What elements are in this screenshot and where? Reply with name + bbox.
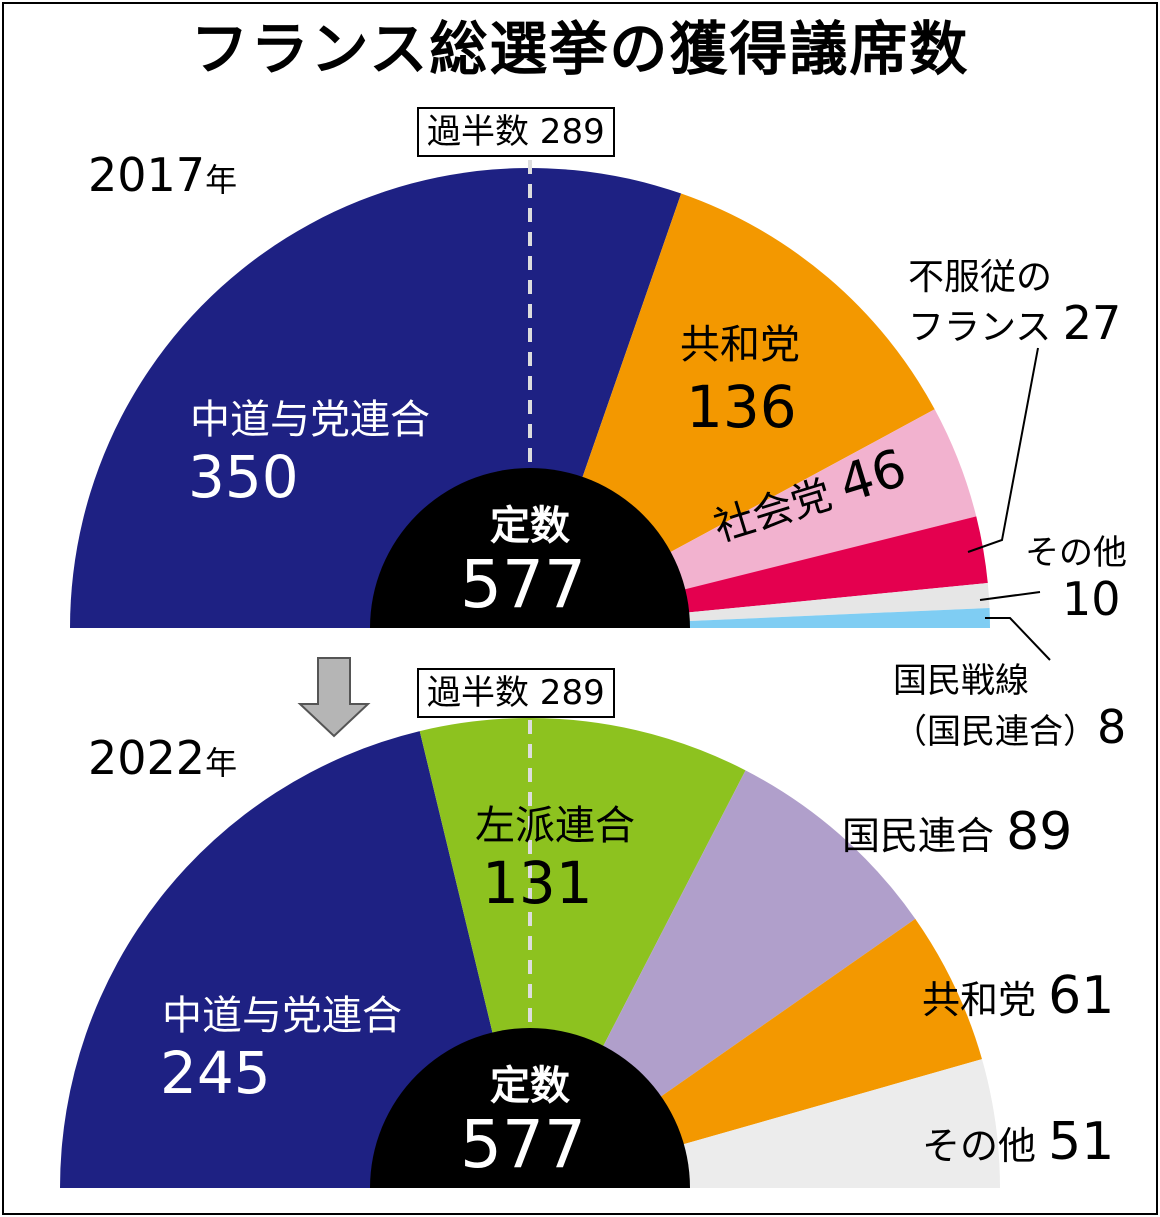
total-value-2022: 577 <box>460 1106 586 1183</box>
party-name-line2: （国民連合） <box>893 712 1097 753</box>
total-label-2017: 定数 <box>490 503 570 549</box>
party-name-line1: 国民戦線 <box>893 661 1029 701</box>
label-2022-other: その他 51 <box>922 1116 1114 1168</box>
year-suffix: 年 <box>205 161 238 199</box>
party-name: 国民連合 <box>842 814 995 858</box>
year-suffix: 年 <box>205 744 238 782</box>
value-2017-ensemble: 350 <box>188 443 299 511</box>
leader-line-lfi <box>967 347 1039 553</box>
label-2017-lr: 共和党 <box>680 322 800 368</box>
party-value: 8 <box>1097 700 1127 755</box>
label-2022-nupes: 左派連合 <box>475 803 635 849</box>
value-2022-ensemble: 245 <box>160 1039 271 1107</box>
year-2022-label: 2022年 <box>88 735 237 781</box>
total-label-2022: 定数 <box>490 1063 570 1109</box>
leader-line-other <box>979 591 1041 601</box>
year-value: 2017 <box>88 148 206 202</box>
party-value: 51 <box>1048 1112 1115 1172</box>
party-name: その他 <box>922 1124 1037 1168</box>
value-2017-other: 10 <box>1062 572 1121 626</box>
slice-1-1 <box>419 718 746 1188</box>
total-value-2017: 577 <box>460 546 586 623</box>
party-value: 61 <box>1048 966 1115 1026</box>
party-name-line2: フランス <box>908 306 1052 348</box>
majority-label-2022: 過半数 289 <box>417 668 615 718</box>
label-2022-lr: 共和党 61 <box>922 970 1114 1022</box>
down-arrow-icon <box>297 657 371 738</box>
year-2017-label: 2017年 <box>88 152 237 198</box>
value-2017-lr: 136 <box>686 373 797 441</box>
center-hole-1 <box>370 1028 690 1188</box>
label-2017-other: その他 <box>1025 533 1127 573</box>
party-value: 27 <box>1062 295 1122 350</box>
label-2017-lfi: 不服従のフランス 27 <box>908 258 1121 348</box>
label-2017-ensemble: 中道与党連合 <box>190 397 430 443</box>
value-2022-nupes: 131 <box>482 849 593 917</box>
center-hole-0 <box>370 468 690 628</box>
majority-label-2017: 過半数 289 <box>417 107 615 157</box>
year-value: 2022 <box>88 731 206 785</box>
label-2022-rn: 国民連合 89 <box>842 806 1072 858</box>
label-2017-fn: 国民戦線 （国民連合）8 <box>893 661 1127 755</box>
slice-1-0 <box>60 731 530 1188</box>
party-value: 89 <box>1006 802 1073 862</box>
leader-line-fn <box>985 617 1051 661</box>
chart-title: フランス総選挙の獲得議席数 <box>190 15 970 83</box>
party-name: 共和党 <box>922 978 1037 1022</box>
label-2022-ensemble: 中道与党連合 <box>162 993 402 1039</box>
party-name-line1: 不服従の <box>908 257 1053 298</box>
